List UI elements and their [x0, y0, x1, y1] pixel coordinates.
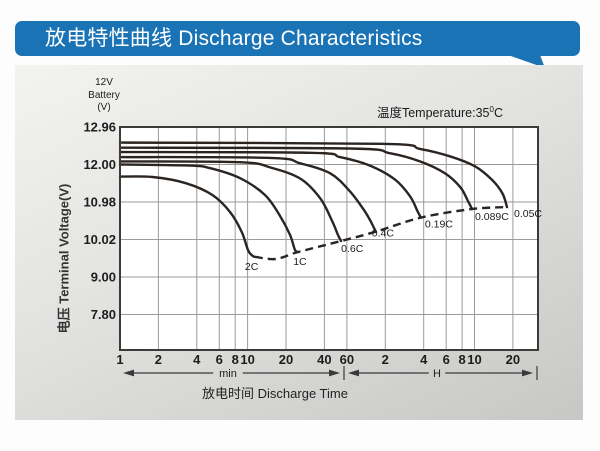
- temperature-text: 温度Temperature:35: [376, 106, 490, 120]
- curve-label-0.089C: 0.089C: [475, 211, 509, 223]
- x-tick-label: 2: [155, 352, 162, 367]
- h-range-arrow-label: H: [433, 368, 441, 380]
- x-tick-label: 10: [467, 352, 481, 367]
- section-title: 放电特性曲线 Discharge Characteristics: [45, 27, 423, 50]
- x-tick-label: 4: [193, 352, 201, 367]
- right-arrowhead: [329, 369, 340, 377]
- plot-frame: [119, 126, 539, 351]
- y-tick-label: 10.02: [83, 232, 116, 247]
- x-tick-label: 60: [340, 352, 354, 367]
- x-axis-title: 放电时间 Discharge Time: [202, 386, 348, 401]
- curve-1C: [118, 163, 300, 254]
- left-arrowhead: [123, 369, 134, 377]
- curve-label-0.4C: 0.4C: [372, 228, 395, 240]
- section-header-banner: 放电特性曲线 Discharge Characteristics: [15, 21, 580, 56]
- curve-label-0.19C: 0.19C: [425, 219, 453, 231]
- corner-label-line2: Battery: [88, 89, 120, 101]
- x-tick-label: 2: [382, 352, 389, 367]
- curves-layer: [118, 141, 509, 258]
- x-tick-label: 8: [458, 352, 465, 367]
- x-tick-label: 4: [420, 352, 428, 367]
- curve-0.19C: [118, 150, 423, 219]
- curve-label-0.05C: 0.05C: [514, 208, 542, 220]
- min-range-arrow: min: [123, 368, 340, 380]
- x-tick-label: 6: [443, 352, 450, 367]
- y-axis-title: 电压 Terminal Voltage(V): [56, 183, 72, 334]
- curve-0.089C: [118, 146, 474, 211]
- right-arrowhead: [522, 369, 533, 377]
- y-tick-label: 12.00: [83, 157, 116, 172]
- min-range-arrow-label: min: [219, 368, 237, 380]
- temperature-note: 温度Temperature:350C: [345, 102, 503, 121]
- curve-0.6C: [118, 160, 343, 243]
- x-tick-label: 1: [116, 352, 123, 367]
- x-tick-label: 8: [232, 352, 239, 367]
- cutoff-dashed-line: [254, 205, 508, 261]
- y-tick-label: 7.80: [91, 307, 116, 322]
- temperature-unit: C: [493, 106, 503, 120]
- x-tick-label: 10: [240, 352, 254, 367]
- x-tick-label: 40: [317, 352, 331, 367]
- curve-0.05C: [118, 141, 509, 209]
- curve-0.4C: [118, 155, 377, 233]
- curve-label-0.6C: 0.6C: [341, 243, 364, 255]
- left-arrowhead: [348, 369, 359, 377]
- degree-superscript: 0: [489, 104, 494, 114]
- x-tick-label: 20: [506, 352, 520, 367]
- curve-2C: [118, 175, 257, 258]
- y-tick-label: 12.96: [83, 120, 116, 135]
- h-range-arrow: H: [348, 368, 533, 380]
- header-banner-tail: [508, 55, 545, 68]
- curve-label-2C: 2C: [245, 261, 259, 273]
- corner-label-line3: (V): [97, 102, 111, 113]
- y-tick-label: 9.00: [91, 270, 116, 285]
- x-tick-label: 20: [279, 352, 293, 367]
- curve-label-1C: 1C: [293, 256, 307, 268]
- corner-label-line1: 12V: [95, 77, 113, 88]
- battery-voltage-corner-label: 12V Battery (V): [75, 77, 133, 115]
- y-tick-label: 10.98: [83, 195, 116, 210]
- x-tick-label: 6: [216, 352, 223, 367]
